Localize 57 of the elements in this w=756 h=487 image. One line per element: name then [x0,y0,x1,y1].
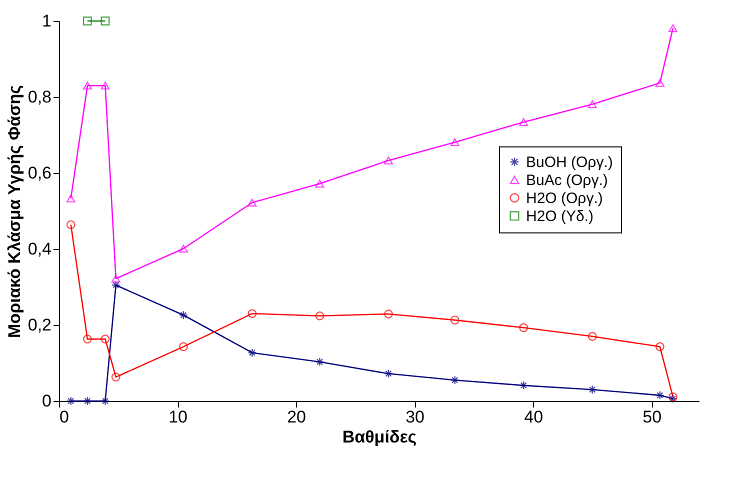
point [655,78,664,87]
x-tick-label: 20 [287,408,306,426]
point [519,118,528,126]
point [111,280,120,290]
point [450,138,460,146]
x-tick-label: 30 [406,408,425,426]
point [315,180,324,188]
point [82,82,92,90]
point [82,334,92,344]
y-tick-label: 0,2 [28,316,52,334]
point [588,385,597,394]
legend-label: H2O (Υδ.) [526,208,594,225]
point [384,310,393,318]
point [588,100,597,108]
point [100,16,110,26]
legend-label: BuAc (Οργ.) [526,172,608,189]
point [100,396,110,406]
point [178,310,188,320]
point [66,194,76,202]
point [111,372,120,382]
point [450,316,460,325]
legend-label: H2O (Οργ.) [526,190,603,207]
point [248,198,257,207]
point [519,323,528,332]
point [519,380,528,390]
point [248,309,257,318]
x-axis-title: Βαθμίδες [342,428,417,446]
y-tick-label: 0 [42,392,52,410]
x-tick-label: 40 [524,408,544,426]
point [315,311,324,320]
point [100,334,110,344]
y-axis-title: Μοριακό Κλάσμα Υγρής Φάσης [4,84,24,338]
x-tick-label: 50 [642,408,662,426]
point [315,357,324,366]
point [588,332,597,341]
y-tick-label: 0,4 [28,240,52,258]
point [82,16,92,26]
point [111,274,120,283]
point [668,24,678,32]
point [450,376,460,385]
point [178,244,188,253]
point [384,369,393,378]
y-tick-label: 1 [42,12,52,30]
point [384,156,393,164]
point [655,390,664,400]
x-tick-label: 0 [60,408,69,426]
legend-label: BuOH (Οργ.) [526,154,613,171]
x-tick-label: 10 [168,408,188,426]
point [66,396,76,406]
point [655,342,664,352]
y-tick-label: 0,6 [28,164,52,182]
point [248,348,257,358]
point [178,342,188,352]
point [100,82,110,90]
y-tick-label: 0,8 [28,88,52,106]
point [82,396,92,406]
point [66,220,76,230]
